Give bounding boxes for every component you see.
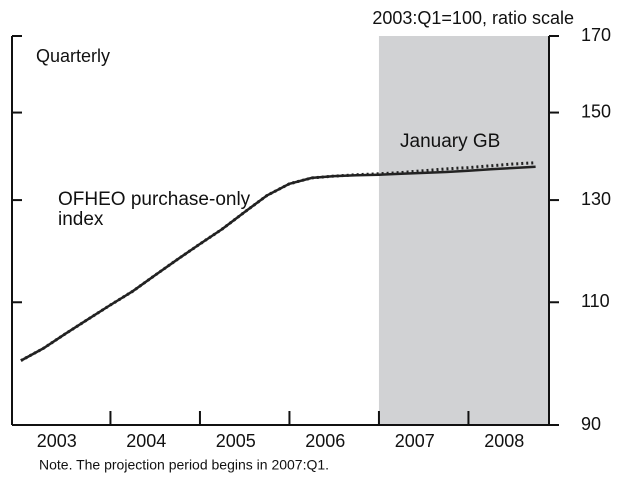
subtitle: Quarterly (36, 46, 110, 66)
y-tick-label: 90 (581, 414, 601, 434)
series-label: OFHEO purchase-only index (58, 189, 251, 230)
y-tick-label: 170 (581, 25, 611, 45)
y-tick-label: 150 (581, 101, 611, 121)
note: Note. The projection period begins in 20… (39, 457, 329, 473)
series-line (20, 161, 536, 362)
x-tick-label: 2004 (126, 431, 166, 451)
y-axis-label: 2003:Q1=100, ratio scale (372, 8, 574, 28)
projection-shade (378, 36, 549, 425)
y-tick-label: 130 (581, 189, 611, 209)
y-tick-label: 110 (581, 291, 610, 311)
series-label: January GB (400, 131, 501, 152)
x-tick-label: 2005 (216, 431, 256, 451)
x-tick-label: 2007 (395, 431, 435, 451)
x-tick-label: 2003 (37, 431, 77, 451)
x-tick-label: 2008 (484, 431, 524, 451)
x-tick-label: 2006 (305, 431, 345, 451)
